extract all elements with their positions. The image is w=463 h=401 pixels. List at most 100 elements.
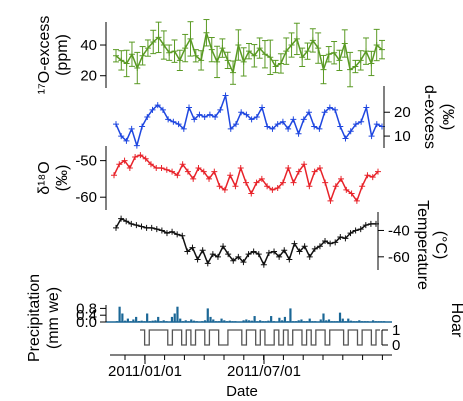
panel6-ylabel: Hoar: [448, 303, 463, 338]
data-point: [230, 257, 237, 264]
precip-bar: [179, 318, 182, 322]
precip-bar: [303, 321, 306, 322]
precip-bar: [187, 321, 190, 322]
precip-bar: [300, 319, 303, 322]
precip-bar: [234, 321, 237, 322]
precip-bar: [383, 321, 386, 322]
y-tick-label: 0.8: [76, 300, 97, 317]
precip-bar: [250, 320, 253, 322]
data-point: [199, 247, 206, 254]
x-axis-label: Date: [226, 383, 258, 400]
precip-bar: [360, 321, 364, 322]
data-point: [293, 35, 300, 42]
panel2-ylabel-line1: d-excess: [421, 85, 438, 149]
series-line: [115, 94, 383, 147]
data-point: [212, 114, 219, 120]
precip-bar: [333, 321, 336, 322]
data-point: [166, 49, 173, 56]
data-point: [332, 239, 339, 246]
data-point: [306, 253, 313, 260]
data-point: [295, 168, 302, 175]
precip-bar: [203, 320, 207, 322]
data-point: [337, 123, 344, 130]
data-point: [179, 161, 186, 168]
data-point: [232, 183, 239, 190]
data-point: [347, 66, 354, 73]
precip-bar: [126, 318, 129, 322]
y-tick-label: 0: [392, 337, 400, 354]
data-point: [128, 125, 135, 132]
panel3-ylabel-line2: (‰): [54, 165, 71, 192]
data-point: [235, 253, 242, 260]
precip-bar: [369, 321, 372, 323]
data-point: [326, 104, 333, 111]
precip-bar: [380, 321, 383, 322]
x-tick-label-2011-01-01: 2011/01/01: [108, 363, 182, 380]
data-point: [322, 238, 329, 244]
data-point: [274, 121, 281, 128]
precip-bar: [327, 319, 331, 322]
data-point: [258, 175, 265, 182]
data-point: [322, 179, 329, 186]
data-point: [272, 63, 279, 70]
data-point: [290, 179, 297, 186]
precip-bar: [336, 321, 339, 322]
precip-bar: [225, 321, 229, 322]
data-point: [216, 183, 223, 190]
data-point: [325, 51, 332, 58]
data-point: [163, 230, 170, 237]
data-point: [251, 52, 258, 59]
y-tick-label: 20: [80, 68, 97, 85]
data-point: [123, 137, 130, 144]
data-point: [311, 168, 318, 175]
data-point: [134, 65, 141, 72]
data-point: [316, 125, 323, 132]
data-point: [171, 48, 178, 55]
y-tick-label: 0.4: [76, 307, 97, 324]
data-point: [153, 226, 160, 233]
data-point: [327, 197, 334, 204]
data-point: [332, 183, 339, 190]
x-axis-minor-ticks: [124, 355, 383, 360]
data-point: [363, 48, 370, 55]
data-point: [327, 240, 334, 247]
precip-bar: [278, 317, 281, 322]
data-point: [225, 251, 232, 258]
precip-bar: [190, 319, 193, 322]
data-point: [347, 230, 354, 237]
data-point: [369, 174, 376, 181]
precip-bar: [159, 321, 163, 322]
data-point: [230, 69, 237, 76]
data-point: [264, 183, 271, 190]
data-point: [116, 161, 123, 168]
data-point: [379, 46, 385, 53]
precip-bar: [347, 318, 350, 322]
data-point: [353, 197, 360, 204]
precip-bar: [201, 321, 204, 322]
precip-bar: [308, 318, 311, 322]
data-point: [373, 121, 380, 128]
y-tick-label: 1: [392, 322, 400, 339]
data-point: [279, 118, 286, 125]
data-point: [274, 185, 281, 192]
data-point: [288, 42, 295, 49]
data-point: [321, 109, 328, 116]
precip-bar: [212, 319, 215, 322]
data-point: [118, 215, 125, 222]
data-point: [139, 52, 146, 59]
data-point: [170, 118, 177, 125]
data-point: [174, 172, 181, 179]
data-point: [175, 121, 182, 128]
data-point: [291, 240, 298, 247]
precip-bar: [220, 318, 223, 322]
data-point: [243, 111, 250, 118]
data-point: [111, 172, 117, 179]
data-point: [243, 179, 249, 186]
precip-bar: [283, 316, 287, 322]
precip-bar: [352, 321, 355, 322]
precip-bar: [366, 321, 369, 322]
precip-bar: [181, 321, 185, 322]
data-point: [348, 190, 355, 197]
